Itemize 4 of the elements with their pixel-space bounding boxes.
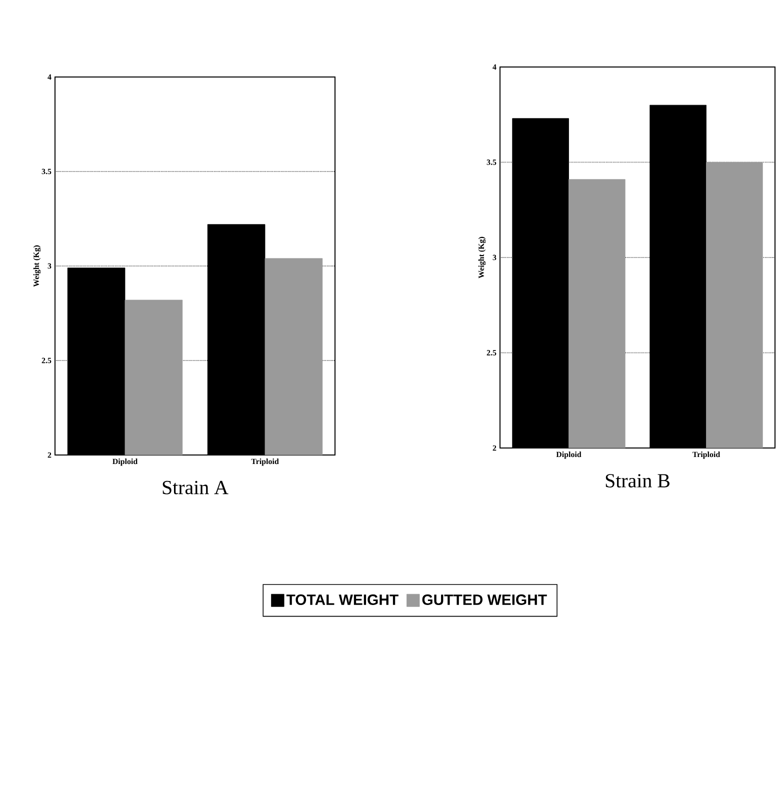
legend-label: TOTAL WEIGHT bbox=[286, 594, 398, 605]
legend-label: GUTTED WEIGHT bbox=[422, 594, 547, 605]
text: Strain A bbox=[162, 480, 228, 494]
text: Strain B bbox=[606, 474, 670, 488]
